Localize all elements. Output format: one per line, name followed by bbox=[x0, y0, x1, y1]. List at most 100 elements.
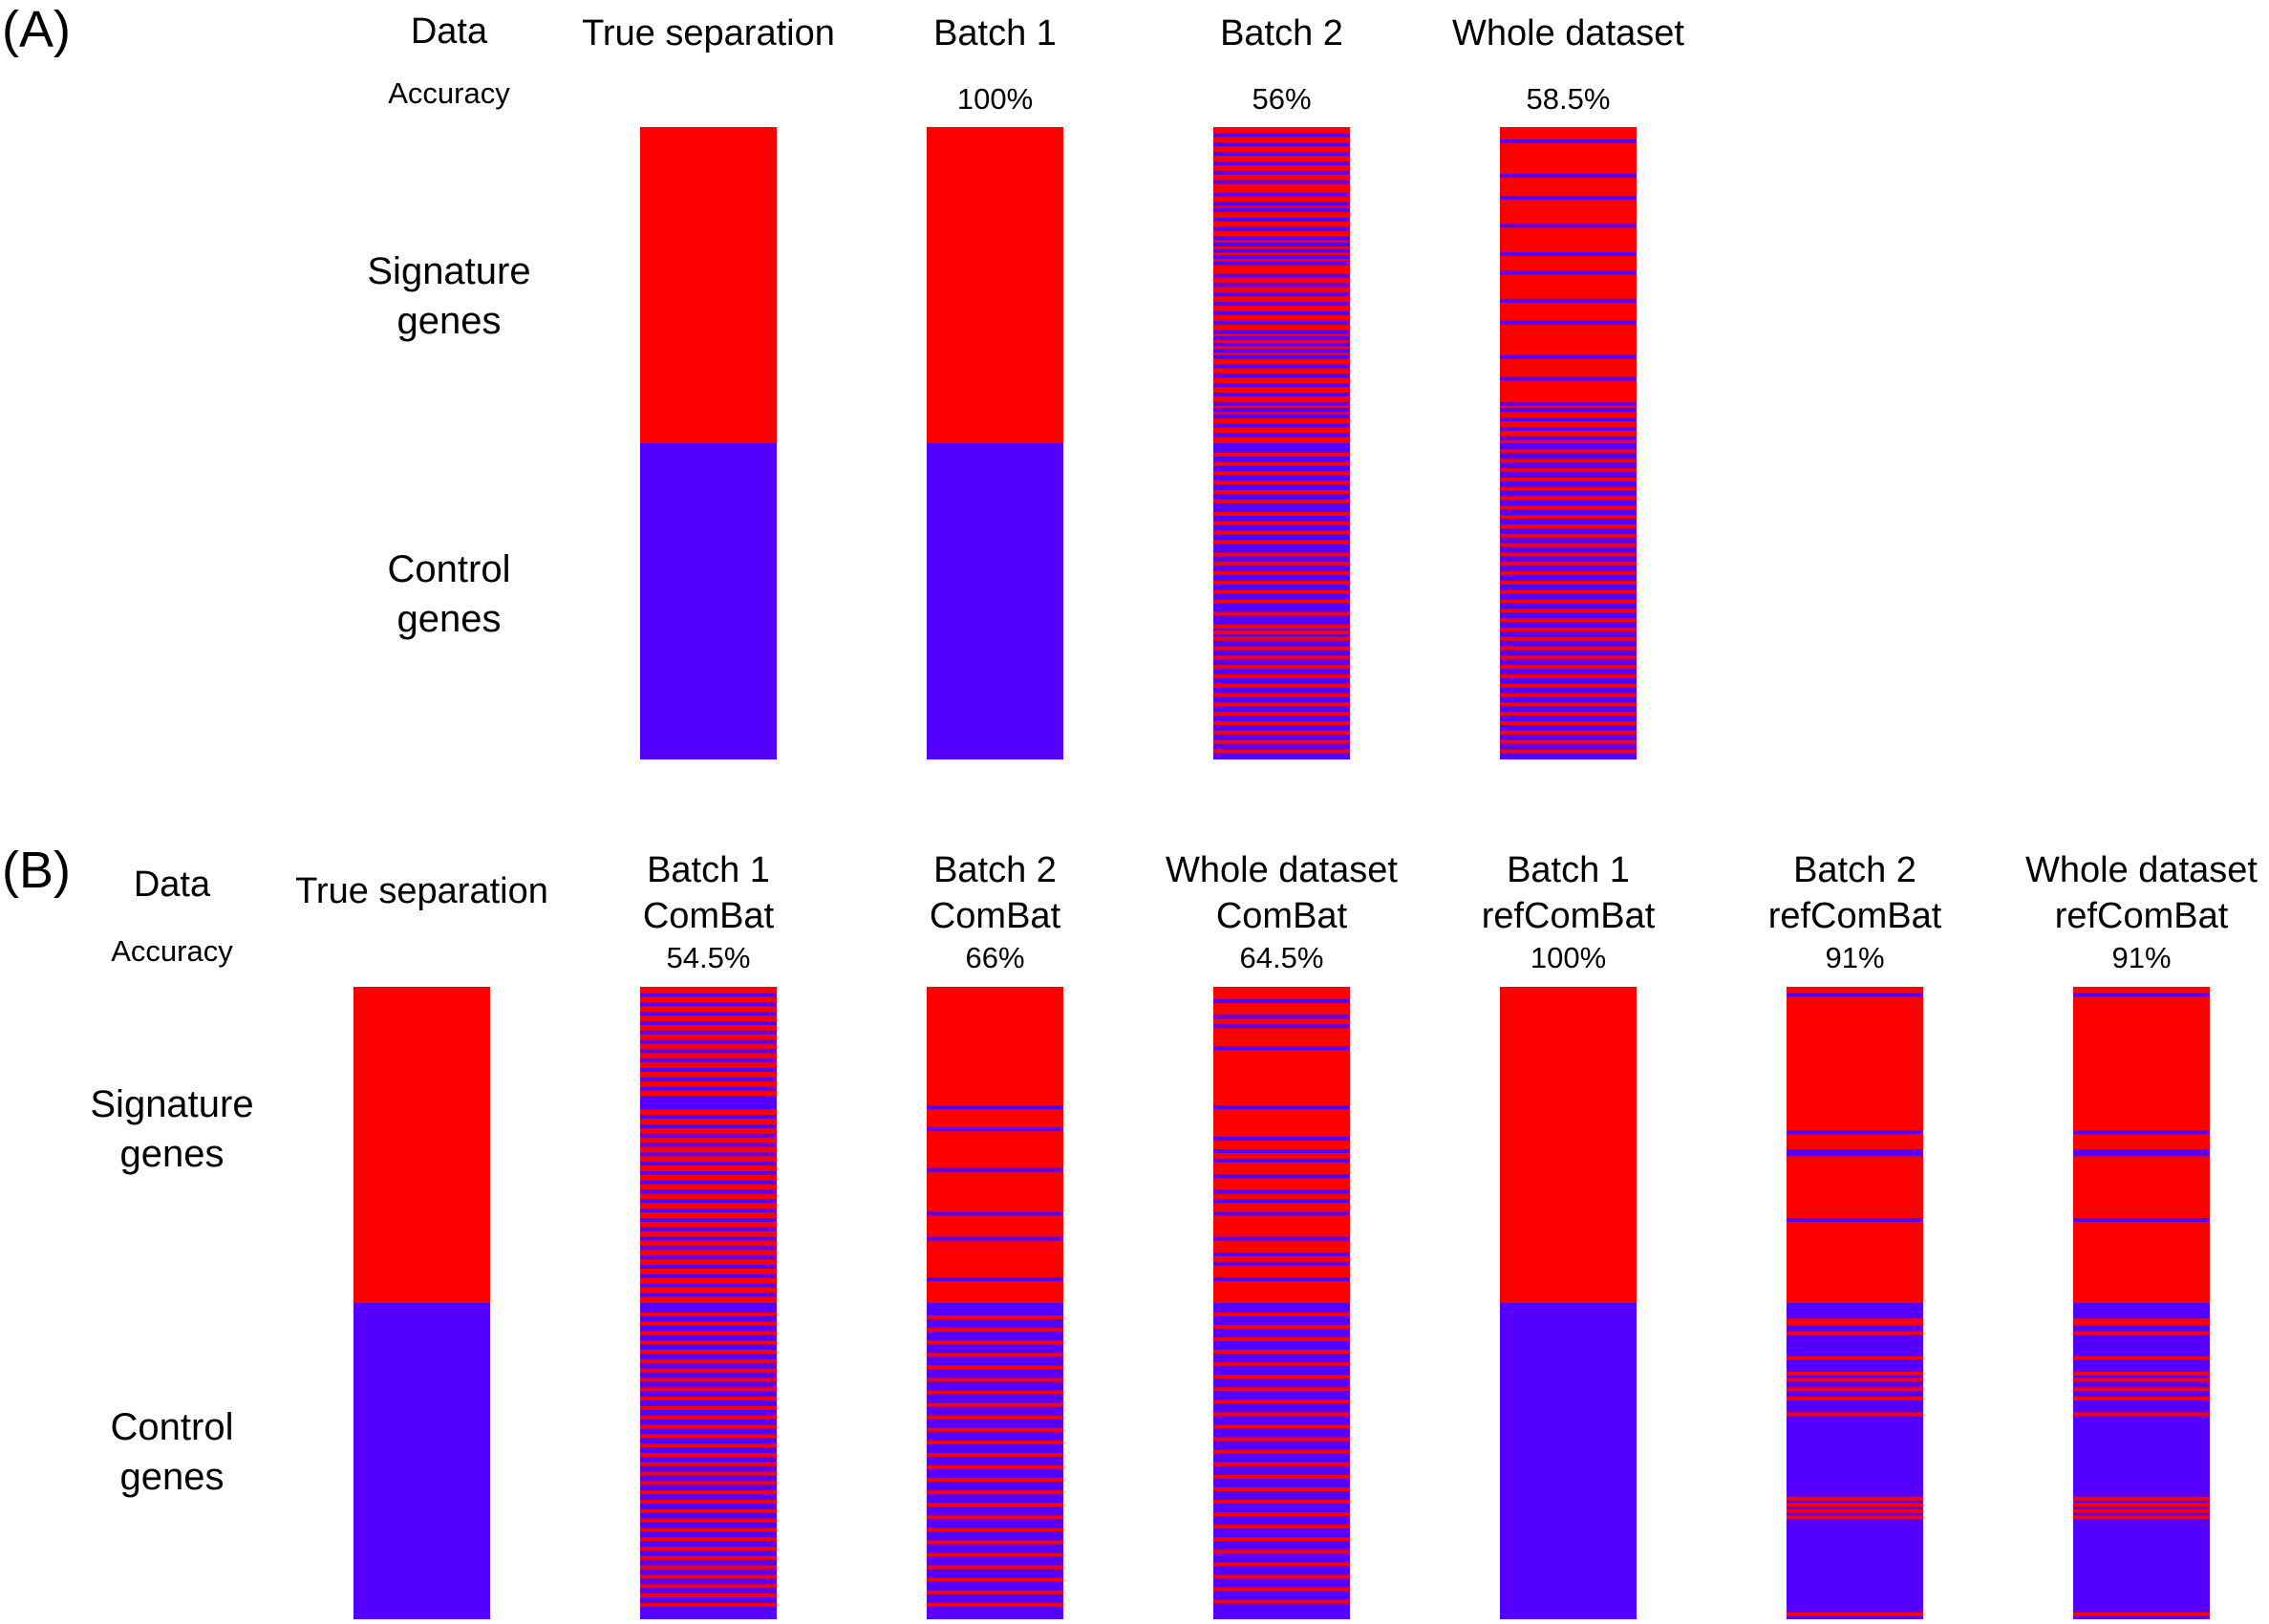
misclassified-stripe bbox=[927, 1365, 1063, 1370]
misclassified-stripe bbox=[640, 1434, 777, 1439]
misclassified-stripe bbox=[1213, 292, 1350, 297]
misclassified-stripe bbox=[1213, 1437, 1350, 1442]
misclassified-stripe bbox=[927, 1452, 1063, 1457]
misclassified-stripe bbox=[1213, 1136, 1350, 1141]
misclassified-stripe bbox=[1500, 552, 1637, 557]
misclassified-stripe bbox=[1213, 374, 1350, 378]
misclassified-stripe bbox=[1500, 408, 1637, 413]
misclassified-stripe bbox=[927, 1478, 1063, 1483]
misclassified-stripe bbox=[1213, 1211, 1350, 1216]
misclassified-stripe bbox=[1213, 170, 1350, 175]
misclassified-stripe bbox=[1213, 261, 1350, 266]
misclassified-stripe bbox=[640, 1030, 777, 1035]
misclassified-stripe bbox=[1500, 589, 1637, 594]
misclassified-stripe bbox=[1787, 1152, 1923, 1157]
control-genes-label: genes bbox=[396, 598, 502, 640]
misclassified-stripe bbox=[640, 1387, 777, 1392]
column-title: Batch 1 bbox=[647, 850, 770, 890]
signature-segment bbox=[1787, 987, 1923, 1303]
accuracy-label: Accuracy bbox=[111, 934, 233, 968]
misclassified-stripe bbox=[1213, 192, 1350, 197]
misclassified-stripe bbox=[1500, 417, 1637, 422]
misclassified-stripe bbox=[640, 1424, 777, 1429]
misclassified-stripe bbox=[640, 993, 777, 997]
misclassified-stripe bbox=[1213, 721, 1350, 726]
misclassified-stripe bbox=[927, 1528, 1063, 1532]
misclassified-stripe bbox=[1213, 1015, 1350, 1019]
misclassified-stripe bbox=[927, 1577, 1063, 1582]
misclassified-stripe bbox=[1213, 749, 1350, 754]
misclassified-stripe bbox=[1500, 515, 1637, 520]
misclassified-stripe bbox=[1500, 749, 1637, 754]
misclassified-stripe bbox=[1787, 1356, 1923, 1360]
misclassified-stripe bbox=[1787, 1321, 1923, 1326]
misclassified-stripe bbox=[1500, 477, 1637, 481]
misclassified-stripe bbox=[927, 1515, 1063, 1520]
misclassified-stripe bbox=[927, 1328, 1063, 1333]
column-title: ComBat bbox=[929, 896, 1061, 936]
column-title: True separation bbox=[295, 871, 548, 911]
misclassified-stripe bbox=[927, 1427, 1063, 1432]
misclassified-stripe bbox=[1500, 298, 1637, 303]
misclassified-stripe bbox=[927, 1465, 1063, 1470]
misclassified-stripe bbox=[640, 1255, 777, 1260]
misclassified-stripe bbox=[1213, 646, 1350, 651]
misclassified-stripe bbox=[640, 1397, 777, 1401]
misclassified-stripe bbox=[640, 1049, 777, 1054]
misclassified-stripe bbox=[1213, 1174, 1350, 1179]
misclassified-stripe bbox=[1500, 683, 1637, 688]
misclassified-stripe bbox=[1213, 562, 1350, 566]
misclassified-stripe bbox=[640, 1246, 777, 1250]
misclassified-stripe bbox=[640, 1481, 777, 1485]
misclassified-stripe bbox=[1213, 452, 1350, 457]
misclassified-stripe bbox=[1500, 459, 1637, 463]
misclassified-stripe bbox=[1500, 320, 1637, 325]
misclassified-stripe bbox=[640, 1574, 777, 1579]
misclassified-stripe bbox=[1213, 730, 1350, 735]
misclassified-stripe bbox=[1500, 224, 1637, 228]
misclassified-stripe bbox=[927, 1340, 1063, 1345]
misclassified-stripe bbox=[927, 1415, 1063, 1420]
misclassified-stripe bbox=[1213, 1362, 1350, 1367]
misclassified-stripe bbox=[927, 1315, 1063, 1320]
misclassified-stripe bbox=[640, 1405, 777, 1410]
misclassified-stripe bbox=[1213, 589, 1350, 594]
misclassified-stripe bbox=[1213, 665, 1350, 670]
accuracy-label: Accuracy bbox=[388, 76, 510, 110]
misclassified-stripe bbox=[2073, 1515, 2210, 1520]
misclassified-stripe bbox=[1213, 1449, 1350, 1454]
column-accuracy: 100% bbox=[1530, 941, 1607, 974]
misclassified-stripe bbox=[1213, 1105, 1350, 1110]
column-title: refComBat bbox=[2054, 896, 2229, 936]
misclassified-stripe bbox=[927, 1503, 1063, 1507]
misclassified-stripe bbox=[1213, 1599, 1350, 1604]
control-segment bbox=[927, 1303, 1063, 1619]
misclassified-stripe bbox=[1213, 490, 1350, 495]
misclassified-stripe bbox=[1787, 1508, 1923, 1513]
control-genes-label: genes bbox=[119, 1456, 225, 1498]
misclassified-stripe bbox=[2073, 1612, 2210, 1616]
column-title: Whole dataset bbox=[2025, 850, 2258, 890]
misclassified-stripe bbox=[1213, 208, 1350, 213]
misclassified-stripe bbox=[640, 1143, 777, 1147]
misclassified-stripe bbox=[640, 1020, 777, 1025]
misclassified-stripe bbox=[1787, 993, 1923, 997]
misclassified-stripe bbox=[640, 1293, 777, 1297]
misclassified-stripe bbox=[1213, 423, 1350, 428]
column-title: Batch 1 bbox=[933, 13, 1057, 53]
column-title: Batch 1 bbox=[1507, 850, 1630, 890]
misclassified-stripe bbox=[1787, 1318, 1923, 1323]
misclassified-stripe bbox=[1213, 226, 1350, 231]
misclassified-stripe bbox=[640, 1096, 777, 1100]
misclassified-stripe bbox=[1213, 1149, 1350, 1154]
misclassified-stripe bbox=[1787, 1515, 1923, 1520]
misclassified-stripe bbox=[640, 1105, 777, 1110]
misclassified-stripe bbox=[1213, 481, 1350, 485]
misclassified-stripe bbox=[1500, 195, 1637, 200]
misclassified-stripe bbox=[640, 1208, 777, 1213]
misclassified-stripe bbox=[1500, 505, 1637, 510]
misclassified-stripe bbox=[1213, 330, 1350, 334]
misclassified-stripe bbox=[1500, 627, 1637, 631]
misclassified-stripe bbox=[927, 1378, 1063, 1382]
